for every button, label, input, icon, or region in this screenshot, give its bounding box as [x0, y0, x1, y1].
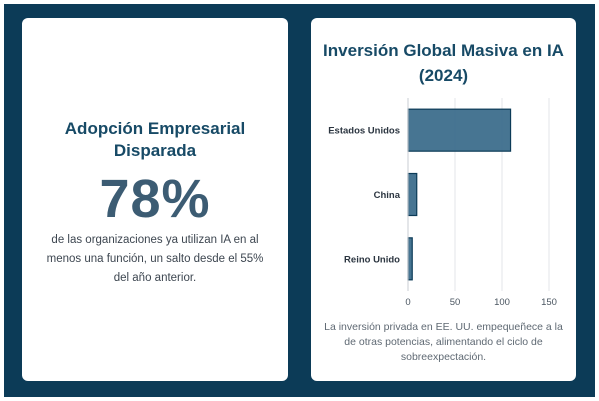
bar-chart: 0 50 100 150 Estados Unidos China Reino Unido — [328, 98, 557, 308]
dashboard-background: Adopción Empresarial Disparada 78% de la… — [4, 4, 595, 397]
stat-title: Adopción Empresarial Disparada — [64, 119, 246, 160]
chart-title: Inversión Global Masiva en IA (2024) — [323, 41, 564, 85]
chart-caption: La inversión privada en EE. UU. empequeñ… — [324, 321, 563, 363]
investment-chart-card: Inversión Global Masiva en IA (2024) 0 50… — [311, 18, 576, 381]
x-tick-label: 100 — [494, 297, 510, 308]
y-category-label: Estados Unidos — [328, 126, 400, 137]
bar — [407, 172, 418, 217]
y-category-label: China — [374, 190, 401, 201]
x-tick-label: 0 — [405, 297, 410, 308]
x-tick-label: 50 — [450, 297, 461, 308]
stat-description: de las organizaciones ya utilizan IA en … — [46, 234, 264, 284]
adoption-stat-card: Adopción Empresarial Disparada 78% de la… — [22, 18, 288, 381]
bar — [407, 237, 413, 281]
stat-value: 78% — [99, 169, 211, 229]
bar — [407, 108, 512, 152]
y-category-label: Reino Unido — [344, 254, 400, 265]
x-tick-label: 150 — [541, 297, 557, 308]
